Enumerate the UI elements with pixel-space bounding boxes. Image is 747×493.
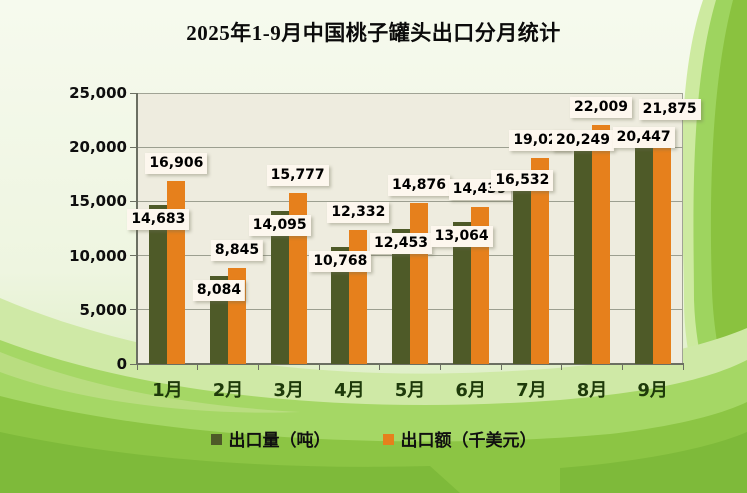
data-label-export-volume: 8,084 — [192, 280, 246, 302]
data-label-export-volume: 20,249 — [551, 129, 615, 151]
y-axis-tick — [130, 363, 137, 365]
x-axis-tick — [439, 364, 441, 370]
x-axis-label: 3月 — [273, 380, 304, 401]
y-axis-tick — [130, 309, 137, 311]
data-label-export-value: 12,332 — [327, 202, 390, 224]
data-label-export-value: 22,009 — [569, 97, 633, 119]
bar-export-volume — [149, 204, 168, 364]
data-label-export-value: 21,875 — [638, 98, 701, 120]
x-axis-label: 5月 — [394, 380, 426, 401]
bar-export-volume — [634, 142, 653, 364]
y-axis-label: 5,000 — [79, 300, 127, 319]
legend-label-export-value: 出口额（千美元） — [400, 431, 537, 451]
y-axis-label: 0 — [116, 355, 127, 373]
x-axis-label: 9月 — [637, 380, 668, 401]
data-label-export-volume: 14,683 — [127, 208, 190, 230]
x-axis-tick — [500, 364, 502, 370]
x-axis-tick — [136, 364, 138, 370]
bar-export-volume — [270, 211, 289, 364]
x-axis-tick — [379, 364, 381, 370]
data-label-export-value: 8,845 — [210, 240, 264, 262]
bar-export-volume — [392, 229, 410, 364]
x-axis-label: 7月 — [516, 380, 547, 401]
x-axis-label: 6月 — [455, 380, 486, 401]
bar-export-value — [531, 157, 550, 364]
y-axis-tick — [130, 146, 137, 148]
x-axis-label: 2月 — [212, 380, 244, 401]
data-label-export-volume: 16,532 — [491, 169, 554, 191]
data-label-export-volume: 13,064 — [430, 226, 493, 248]
chart-title: 2025年1-9月中国桃子罐头出口分月统计 — [186, 21, 561, 45]
x-axis-tick — [561, 364, 563, 370]
x-axis-line — [136, 363, 684, 365]
x-axis-tick — [257, 364, 259, 370]
x-axis-tick — [621, 364, 623, 370]
y-axis-label: 25,000 — [69, 84, 127, 102]
data-label-export-value: 14,876 — [387, 174, 451, 196]
legend-swatch-green-icon — [210, 434, 222, 445]
bar-export-volume — [452, 222, 471, 364]
x-axis-label: 4月 — [334, 380, 365, 401]
legend-item-export-value: 出口额（千美元） — [382, 426, 537, 451]
gridline — [137, 200, 683, 202]
bar-export-value — [652, 126, 671, 364]
bar-export-value — [592, 125, 610, 364]
bar-export-value — [410, 202, 428, 364]
data-label-export-volume: 10,768 — [309, 251, 372, 273]
gridline — [137, 146, 683, 148]
bar-export-volume — [574, 144, 592, 364]
data-label-export-volume: 20,447 — [612, 127, 675, 149]
legend-item-export-volume: 出口量（吨） — [210, 426, 331, 451]
data-label-export-volume: 14,095 — [248, 215, 311, 237]
x-axis-label: 1月 — [152, 380, 183, 401]
data-label-export-value: 15,777 — [266, 164, 329, 186]
legend-label-export-volume: 出口量（吨） — [228, 431, 331, 451]
x-axis-tick — [318, 364, 320, 370]
x-axis-tick — [197, 364, 199, 370]
y-axis-tick — [130, 255, 137, 257]
bar-export-volume — [513, 184, 532, 364]
y-axis-tick — [130, 92, 137, 94]
bar-export-volume — [331, 247, 350, 364]
y-axis-tick — [130, 200, 137, 202]
y-axis-label: 15,000 — [69, 192, 127, 211]
x-axis-label: 8月 — [576, 380, 608, 401]
chart-legend: 出口量（吨） 出口额（千美元） — [0, 426, 747, 451]
y-axis-label: 20,000 — [69, 138, 127, 157]
x-axis-tick — [682, 364, 684, 370]
legend-swatch-orange-icon — [382, 434, 394, 445]
data-label-export-volume: 12,453 — [369, 233, 433, 254]
data-label-export-value: 16,906 — [145, 152, 208, 174]
y-axis-label: 10,000 — [69, 246, 127, 265]
